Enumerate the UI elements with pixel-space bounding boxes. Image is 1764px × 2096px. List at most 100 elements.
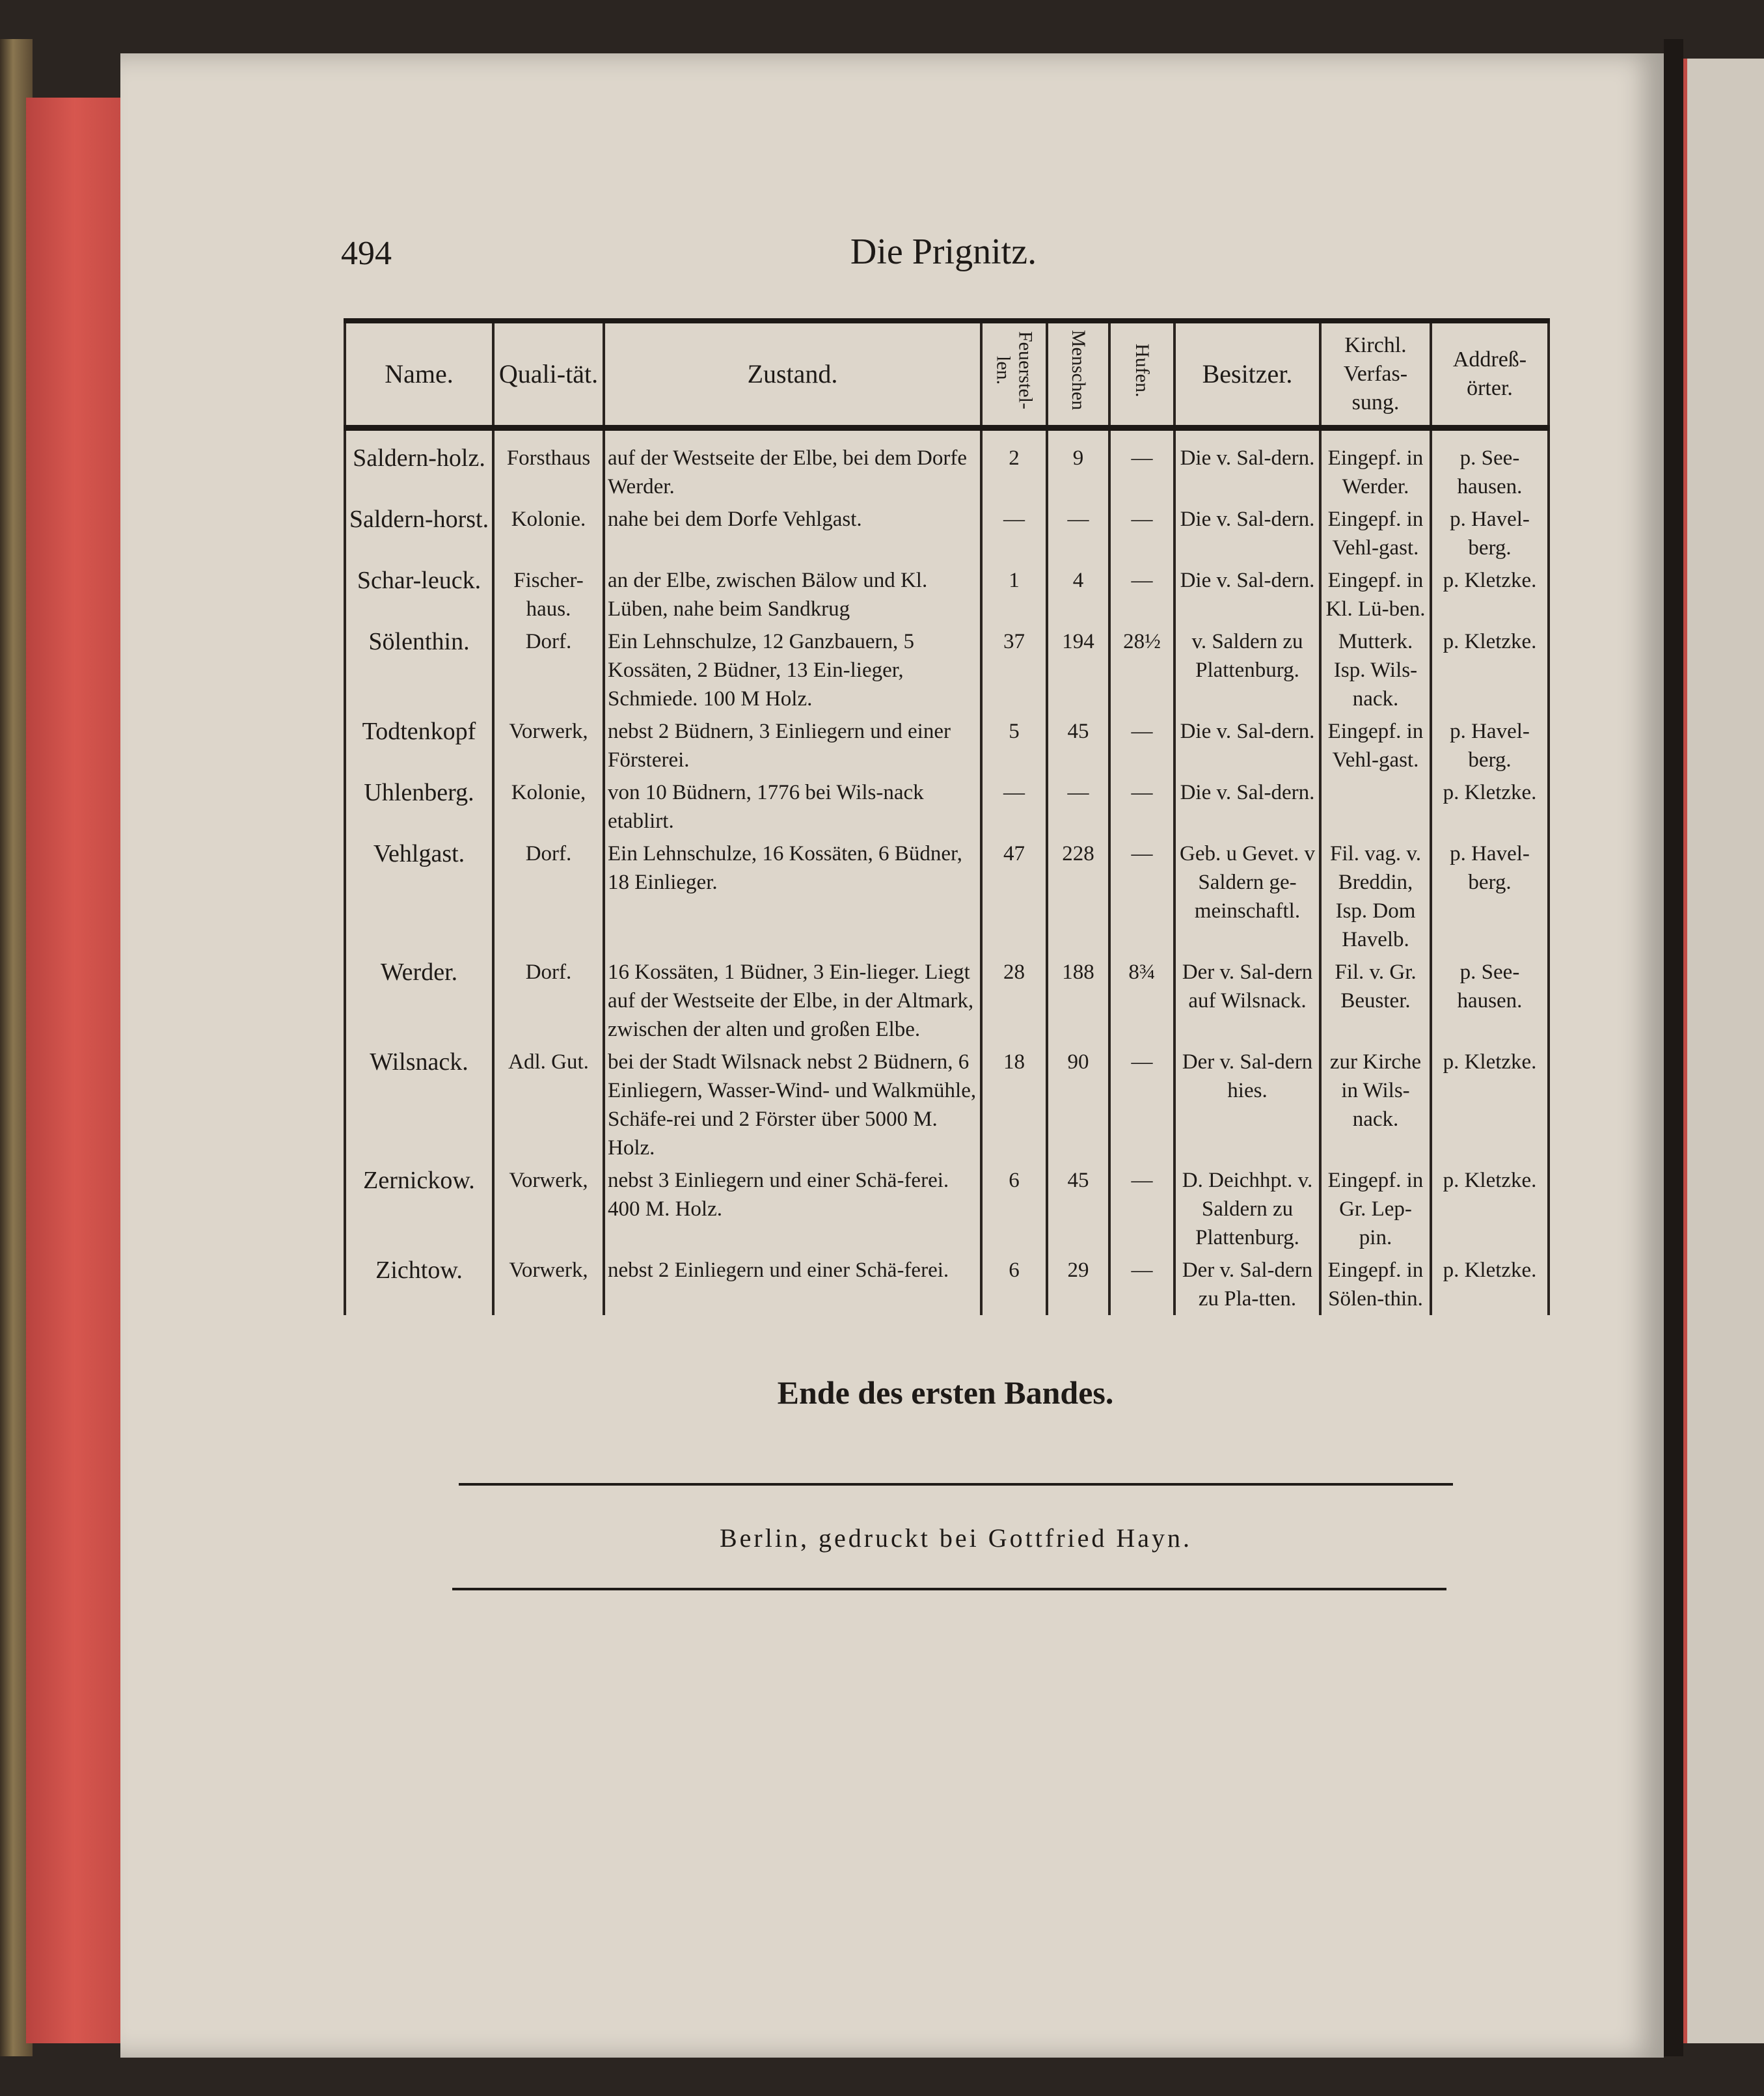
cell-hufen: — <box>1108 564 1176 625</box>
cell-addressorte: p. Kletzke. <box>1430 1164 1550 1254</box>
cell-qualitaet: Kolonie. <box>492 503 605 564</box>
cell-hufen: — <box>1108 837 1176 956</box>
cell-qualitaet: Dorf. <box>492 625 605 715</box>
cell-menschen: 29 <box>1046 1254 1111 1315</box>
cell-qualitaet: Adl. Gut. <box>492 1046 605 1164</box>
cell-qualitaet: Fischer-haus. <box>492 564 605 625</box>
cell-feuerstellen: — <box>980 776 1048 837</box>
table-row: Zichtow. Vorwerk, nebst 2 Einliegern und e… <box>344 1254 1550 1315</box>
cell-menschen: 45 <box>1046 715 1111 776</box>
cell-name: Sölenthin. <box>344 625 495 715</box>
cell-qualitaet: Vorwerk, <box>492 715 605 776</box>
cell-name: Saldern-horst. <box>344 503 495 564</box>
header-addressorte: Addreß-örter. <box>1430 318 1550 431</box>
table-row: Wilsnack. Adl. Gut. bei der Stadt Wilsnack… <box>344 1046 1550 1164</box>
cell-menschen: — <box>1046 776 1111 837</box>
cell-menschen: 45 <box>1046 1164 1111 1254</box>
cell-feuerstellen: 47 <box>980 837 1048 956</box>
cell-kirchl-verfassung: Eingepf. in Vehl-gast. <box>1319 503 1432 564</box>
cell-menschen: — <box>1046 503 1111 564</box>
red-page-edge <box>26 98 124 2043</box>
cell-name: Wilsnack. <box>344 1046 495 1164</box>
header-feuerstellen: Feuerstel-len. <box>980 318 1048 431</box>
cell-besitzer: Der v. Sal-dern auf Wilsnack. <box>1173 956 1322 1046</box>
cell-hufen: — <box>1108 1164 1176 1254</box>
cell-besitzer: Die v. Sal-dern. <box>1173 428 1322 503</box>
cell-addressorte: p. Havel-berg. <box>1430 503 1550 564</box>
cell-addressorte: p. Havel-berg. <box>1430 715 1550 776</box>
register-table: Name. Quali-tät. Zustand. Feuerstel-len.… <box>344 318 1550 1315</box>
cell-zustand: Ein Lehnschulze, 16 Kossäten, 6 Büdner, … <box>603 837 983 956</box>
cell-besitzer: Der v. Sal-dern hies. <box>1173 1046 1322 1164</box>
cell-qualitaet: Kolonie, <box>492 776 605 837</box>
cell-kirchl-verfassung: zur Kirche in Wils-nack. <box>1319 1046 1432 1164</box>
cell-zustand: Ein Lehnschulze, 12 Ganzbauern, 5 Kossät… <box>603 625 983 715</box>
cell-hufen: — <box>1108 503 1176 564</box>
cell-name: Vehlgast. <box>344 837 495 956</box>
cell-hufen: — <box>1108 1046 1176 1164</box>
imprint: Berlin, gedruckt bei Gottfried Hayn. <box>719 1523 1193 1553</box>
page-number: 494 <box>341 235 392 272</box>
cell-qualitaet: Forsthaus <box>492 428 605 503</box>
running-title: Die Prignitz. <box>850 232 1037 272</box>
cell-besitzer: v. Saldern zu Plattenburg. <box>1173 625 1322 715</box>
cell-hufen: — <box>1108 1254 1176 1315</box>
cell-name: Todtenkopf <box>344 715 495 776</box>
cell-addressorte: p. See-hausen. <box>1430 428 1550 503</box>
facing-page-edge <box>1683 59 1764 2043</box>
cell-addressorte: p. Havel-berg. <box>1430 837 1550 956</box>
header-zustand: Zustand. <box>603 318 983 431</box>
cell-addressorte: p. Kletzke. <box>1430 1046 1550 1164</box>
cell-addressorte: p. Kletzke. <box>1430 776 1550 837</box>
table-row: Vehlgast. Dorf. Ein Lehnschulze, 16 Kossät… <box>344 837 1550 956</box>
cell-kirchl-verfassung: Fil. v. Gr. Beuster. <box>1319 956 1432 1046</box>
cell-feuerstellen: — <box>980 503 1048 564</box>
cell-besitzer: Die v. Sal-dern. <box>1173 776 1322 837</box>
cell-addressorte: p. Kletzke. <box>1430 625 1550 715</box>
cell-hufen: 28½ <box>1108 625 1176 715</box>
cell-kirchl-verfassung: Fil. vag. v. Breddin, Isp. Dom Havelb. <box>1319 837 1432 956</box>
table-header-row: Name. Quali-tät. Zustand. Feuerstel-len.… <box>344 318 1550 431</box>
header-qualitaet: Quali-tät. <box>492 318 605 431</box>
cell-menschen: 194 <box>1046 625 1111 715</box>
cell-addressorte: p. See-hausen. <box>1430 956 1550 1046</box>
header-hufen: Hufen. <box>1108 318 1176 431</box>
cell-kirchl-verfassung <box>1319 776 1432 837</box>
header-menschen: Menschen <box>1046 318 1111 431</box>
table-row: Uhlenberg. Kolonie, von 10 Büdnern, 1776 b… <box>344 776 1550 837</box>
cell-name: Schar-leuck. <box>344 564 495 625</box>
cell-menschen: 228 <box>1046 837 1111 956</box>
header-kirchl-verfassung: Kirchl. Verfas-sung. <box>1319 318 1432 431</box>
cell-besitzer: Die v. Sal-dern. <box>1173 564 1322 625</box>
cell-hufen: — <box>1108 776 1176 837</box>
cell-zustand: bei der Stadt Wilsnack nebst 2 Büdnern, … <box>603 1046 983 1164</box>
cell-zustand: an der Elbe, zwischen Bälow und Kl. Lübe… <box>603 564 983 625</box>
cell-zustand: nahe bei dem Dorfe Vehlgast. <box>603 503 983 564</box>
cell-menschen: 90 <box>1046 1046 1111 1164</box>
cell-addressorte: p. Kletzke. <box>1430 564 1550 625</box>
page-content: Name. Quali-tät. Zustand. Feuerstel-len.… <box>344 318 1550 1590</box>
cell-kirchl-verfassung: Eingepf. in Vehl-gast. <box>1319 715 1432 776</box>
cell-qualitaet: Dorf. <box>492 956 605 1046</box>
book-gutter <box>1664 39 1683 2056</box>
cell-feuerstellen: 6 <box>980 1164 1048 1254</box>
cell-feuerstellen: 1 <box>980 564 1048 625</box>
cell-name: Zichtow. <box>344 1254 495 1315</box>
cell-zustand: von 10 Büdnern, 1776 bei Wils-nack etabl… <box>603 776 983 837</box>
cell-name: Uhlenberg. <box>344 776 495 837</box>
cell-feuerstellen: 18 <box>980 1046 1048 1164</box>
cell-kirchl-verfassung: Eingepf. in Gr. Lep-pin. <box>1319 1164 1432 1254</box>
table-row: Saldern-horst. Kolonie. nahe bei dem Dorfe… <box>344 503 1550 564</box>
table-row: Werder. Dorf. 16 Kossäten, 1 Büdner, 3 Ein… <box>344 956 1550 1046</box>
header-name: Name. <box>344 318 495 431</box>
cell-hufen: — <box>1108 715 1176 776</box>
cell-feuerstellen: 37 <box>980 625 1048 715</box>
cell-name: Zernickow. <box>344 1164 495 1254</box>
cell-zustand: 16 Kossäten, 1 Büdner, 3 Ein-lieger. Lie… <box>603 956 983 1046</box>
cell-zustand: auf der Westseite der Elbe, bei dem Dorf… <box>603 428 983 503</box>
cell-hufen: — <box>1108 428 1176 503</box>
cell-qualitaet: Dorf. <box>492 837 605 956</box>
header-besitzer: Besitzer. <box>1173 318 1322 431</box>
cell-name: Saldern-holz. <box>344 428 495 503</box>
cell-besitzer: D. Deichhpt. v. Saldern zu Plattenburg. <box>1173 1164 1322 1254</box>
